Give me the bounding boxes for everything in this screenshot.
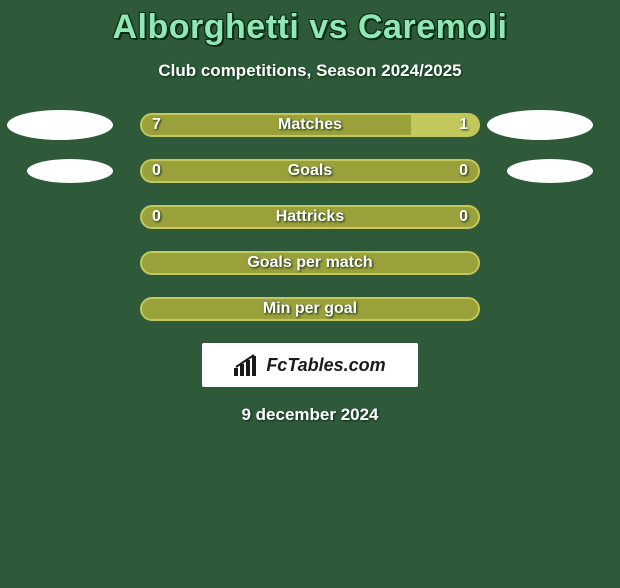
stat-label: Goals per match <box>142 253 478 273</box>
stat-label: Min per goal <box>142 299 478 319</box>
stat-value-left: 0 <box>142 161 171 181</box>
stat-value-left: 7 <box>142 115 171 135</box>
attribution-badge: FcTables.com <box>202 343 418 387</box>
player-avatar-left <box>7 110 113 140</box>
stat-value-right: 0 <box>449 161 478 181</box>
stat-bar: Goals per match <box>140 251 480 275</box>
stat-bar: Min per goal <box>140 297 480 321</box>
comparison-rows: Matches71Goals00Hattricks00Goals per mat… <box>0 113 620 321</box>
player-avatar-left <box>27 159 113 183</box>
stat-value-right: 0 <box>449 207 478 227</box>
stat-bar: Hattricks0 0 <box>140 205 480 229</box>
stat-label: Goals <box>142 161 478 181</box>
stat-bar: Matches71 <box>140 113 480 137</box>
stat-label: Hattricks <box>142 207 478 227</box>
stat-bar: Goals0 0 <box>140 159 480 183</box>
attribution-logo: FcTables.com <box>234 354 385 376</box>
stat-value-left: 0 <box>142 207 171 227</box>
stat-bar-highlight <box>411 115 478 135</box>
bar-chart-icon <box>234 354 260 376</box>
page-title: Alborghetti vs Caremoli <box>0 8 620 47</box>
stat-row: Goals per match <box>0 251 620 275</box>
stat-row: Goals0 0 <box>0 159 620 183</box>
player-avatar-right <box>487 110 593 140</box>
player-avatar-right <box>507 159 593 183</box>
subtitle: Club competitions, Season 2024/2025 <box>0 61 620 81</box>
stat-row: Matches71 <box>0 113 620 137</box>
date-label: 9 december 2024 <box>0 405 620 425</box>
attribution-text: FcTables.com <box>266 355 385 376</box>
stat-row: Min per goal <box>0 297 620 321</box>
stat-row: Hattricks0 0 <box>0 205 620 229</box>
